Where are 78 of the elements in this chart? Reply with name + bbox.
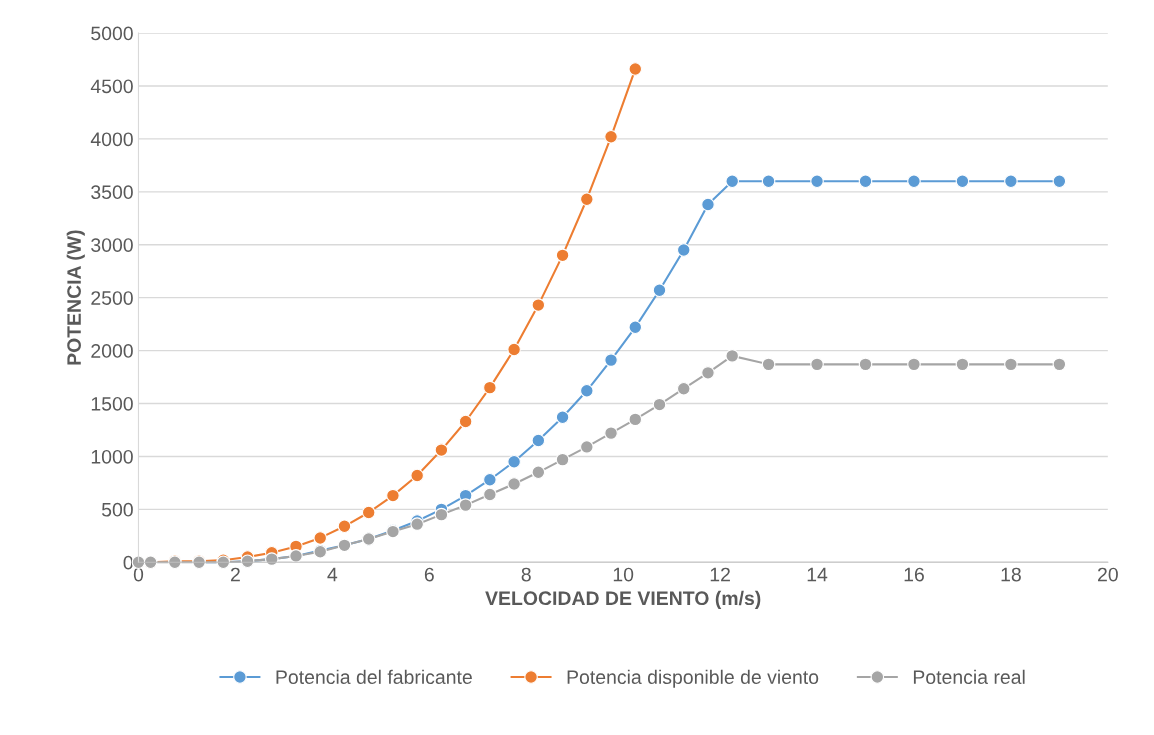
point [434, 443, 449, 457]
point [483, 487, 497, 502]
point [725, 174, 740, 189]
point [458, 414, 473, 429]
x-tick-label: 4 [327, 567, 338, 582]
point [652, 397, 667, 412]
point [507, 454, 521, 469]
point [1052, 174, 1067, 189]
legend-label: Potencia real [913, 669, 1025, 685]
point [1052, 357, 1067, 372]
point [604, 129, 618, 144]
x-tick-label: 12 [710, 567, 730, 582]
point [555, 248, 570, 263]
point [410, 468, 424, 483]
point [483, 472, 497, 487]
point [604, 426, 618, 440]
point [652, 283, 667, 298]
point [1004, 357, 1018, 372]
point [858, 357, 873, 372]
point [761, 357, 776, 372]
point [531, 433, 546, 448]
y-tick-label: 4500 [90, 79, 133, 94]
x-tick-label: 20 [1098, 567, 1118, 582]
point [676, 381, 691, 396]
point [761, 174, 776, 189]
y-tick-label: 2500 [91, 291, 133, 305]
y-tick-label: 5000 [91, 26, 133, 41]
point [604, 353, 618, 367]
x-tick-label: 2 [230, 567, 240, 582]
point [628, 320, 643, 335]
point [337, 519, 352, 534]
point [580, 384, 594, 398]
point [580, 440, 594, 454]
point [810, 174, 824, 189]
x-tick-label: 0 [133, 567, 144, 582]
point [810, 357, 824, 372]
point [483, 380, 497, 395]
y-tick-label: 3500 [91, 185, 133, 200]
point [907, 357, 921, 372]
point [1004, 174, 1018, 189]
y-tick-label: 1500 [91, 396, 133, 411]
point [907, 174, 921, 189]
point [386, 488, 400, 503]
y-tick-label: 500 [101, 502, 133, 517]
x-tick-label: 6 [424, 567, 434, 582]
y-axis-title: POTENCIA (W) [66, 230, 85, 365]
point [580, 192, 594, 207]
point [434, 507, 449, 522]
point [531, 465, 546, 480]
x-tick-label: 8 [521, 567, 531, 582]
point [555, 410, 570, 425]
point [361, 505, 376, 520]
x-axis-title: VELOCIDAD DE VIENTO (m/s) [485, 590, 761, 609]
point [531, 298, 546, 312]
point [628, 62, 643, 76]
x-tick-label: 10 [613, 567, 634, 582]
point [858, 174, 873, 189]
point [955, 357, 970, 372]
point [507, 477, 521, 491]
point [701, 366, 715, 380]
y-tick-label: 1000 [91, 449, 133, 464]
point [725, 349, 740, 363]
x-tick-label: 16 [904, 567, 924, 582]
legend-label: Potencia del fabricante [276, 669, 472, 685]
y-tick-label: 2000 [91, 344, 133, 358]
point [458, 498, 473, 512]
point [313, 531, 328, 545]
point [701, 197, 715, 212]
x-tick-label: 14 [807, 567, 828, 582]
point [507, 342, 521, 357]
x-tick-label: 18 [1001, 567, 1021, 582]
point [628, 412, 643, 427]
legend-label: Potencia disponible de viento [567, 669, 819, 688]
point [955, 174, 970, 189]
y-tick-label: 4000 [90, 132, 133, 147]
y-tick-label: 3000 [91, 238, 133, 252]
point [555, 452, 570, 467]
point [676, 243, 691, 257]
